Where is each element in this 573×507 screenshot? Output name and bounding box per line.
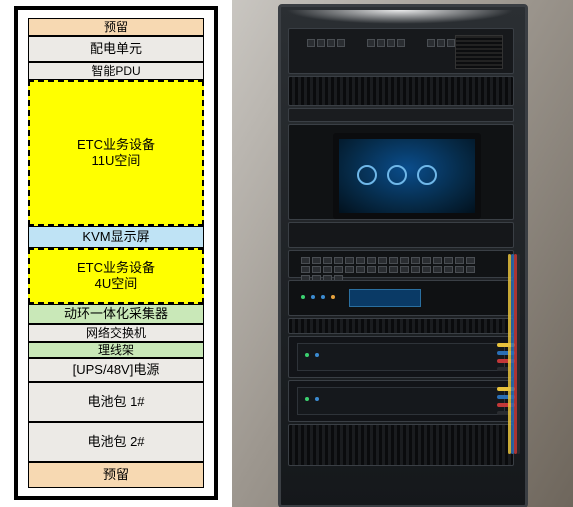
slot-reserved-bottom: 预留	[28, 462, 204, 488]
figure-root: 预留配电单元智能PDUETC业务设备 11U空间KVM显示屏ETC业务设备 4U…	[0, 0, 573, 507]
slot-cable-mgr: 理线架	[28, 342, 204, 358]
psu-face	[297, 343, 505, 371]
controller-display	[349, 289, 421, 307]
slot-smart-pdu: 智能PDU	[28, 62, 204, 80]
slot-label: ETC业务设备 4U空间	[77, 260, 155, 291]
slot-label: 电池包 2#	[87, 434, 144, 450]
rack-photo	[232, 0, 573, 507]
unit-kvm-screen	[288, 124, 514, 220]
port-group	[307, 39, 345, 47]
status-led	[331, 295, 335, 299]
cabinet-light	[286, 10, 514, 24]
slot-label: [UPS/48V]电源	[73, 362, 160, 378]
slot-label: 配电单元	[90, 41, 142, 57]
gauge-icon	[417, 165, 437, 185]
status-led	[311, 295, 315, 299]
slot-label: 智能PDU	[91, 64, 140, 78]
unit-top-router	[288, 28, 514, 74]
slot-label: 网络交换机	[86, 326, 146, 340]
unit-switch48	[288, 250, 514, 278]
rack-diagram: 预留配电单元智能PDUETC业务设备 11U空间KVM显示屏ETC业务设备 4U…	[0, 0, 232, 507]
fan-grille	[455, 35, 503, 69]
unit-vent2	[288, 318, 514, 334]
unit-kvm-panel	[288, 222, 514, 248]
status-led	[305, 353, 309, 357]
status-led	[321, 295, 325, 299]
unit-psu2	[288, 380, 514, 422]
kvm-screen	[333, 133, 481, 219]
slot-label: ETC业务设备 11U空间	[77, 137, 155, 168]
status-led	[301, 295, 305, 299]
slot-power-dist: 配电单元	[28, 36, 204, 62]
status-led	[305, 397, 309, 401]
unit-controller	[288, 280, 514, 316]
slot-label: 预留	[104, 20, 128, 34]
status-led	[315, 353, 319, 357]
status-led	[315, 397, 319, 401]
slot-label: 电池包 1#	[87, 394, 144, 410]
slot-etc-4u: ETC业务设备 4U空间	[28, 248, 204, 304]
slot-switch: 网络交换机	[28, 324, 204, 342]
slot-label: 理线架	[98, 343, 134, 357]
unit-blank1	[288, 108, 514, 122]
unit-psu1	[288, 336, 514, 378]
slot-kvm: KVM显示屏	[28, 226, 204, 248]
cable-run	[517, 254, 520, 454]
slot-label: 预留	[103, 467, 129, 483]
port-group	[367, 39, 405, 47]
slot-label: KVM显示屏	[82, 229, 149, 245]
gauge-icon	[387, 165, 407, 185]
slot-battery1: 电池包 1#	[28, 382, 204, 422]
unit-vent3	[288, 424, 514, 466]
slot-etc-11u: ETC业务设备 11U空间	[28, 80, 204, 226]
slot-battery2: 电池包 2#	[28, 422, 204, 462]
switch-ports	[301, 257, 485, 282]
slot-collector: 动环一体化采集器	[28, 304, 204, 324]
slot-ups: [UPS/48V]电源	[28, 358, 204, 382]
slot-reserved-top: 预留	[28, 18, 204, 36]
unit-vent1	[288, 76, 514, 106]
slot-label: 动环一体化采集器	[64, 306, 168, 322]
gauge-icon	[357, 165, 377, 185]
psu-face	[297, 387, 505, 415]
